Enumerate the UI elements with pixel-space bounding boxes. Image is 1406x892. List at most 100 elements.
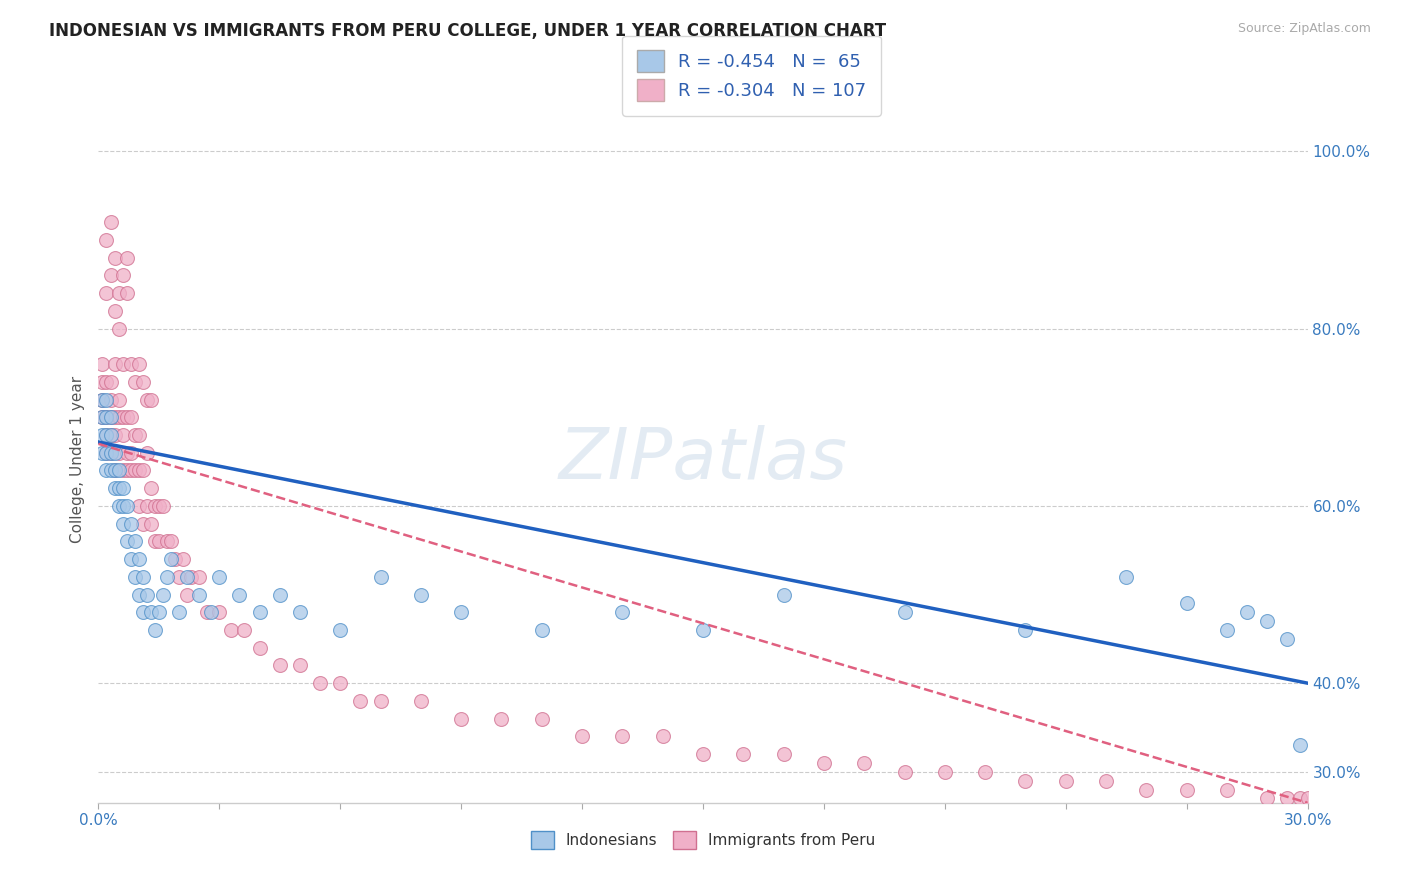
- Point: [96, 410, 118, 425]
- Point: [115, 410, 138, 425]
- Point: [96, 286, 118, 301]
- Point: [124, 570, 146, 584]
- Point: [100, 446, 122, 460]
- Point: [107, 321, 129, 335]
- Point: [100, 446, 122, 460]
- Point: [692, 623, 714, 637]
- Point: [530, 623, 553, 637]
- Point: [128, 588, 150, 602]
- Point: [124, 463, 146, 477]
- Point: [115, 463, 138, 477]
- Point: [651, 729, 673, 743]
- Point: [135, 392, 157, 407]
- Point: [111, 428, 134, 442]
- Point: [120, 552, 142, 566]
- Point: [103, 446, 125, 460]
- Point: [143, 499, 166, 513]
- Point: [772, 747, 794, 761]
- Point: [128, 499, 150, 513]
- Point: [160, 534, 183, 549]
- Point: [103, 357, 125, 371]
- Point: [111, 410, 134, 425]
- Point: [143, 534, 166, 549]
- Point: [1054, 773, 1077, 788]
- Point: [124, 534, 146, 549]
- Point: [176, 570, 198, 584]
- Point: [612, 605, 634, 619]
- Legend: Indonesians, Immigrants from Peru: Indonesians, Immigrants from Peru: [523, 823, 883, 857]
- Point: [571, 729, 593, 743]
- Point: [103, 463, 125, 477]
- Text: Source: ZipAtlas.com: Source: ZipAtlas.com: [1237, 22, 1371, 36]
- Point: [135, 499, 157, 513]
- Point: [269, 588, 291, 602]
- Point: [1296, 791, 1319, 805]
- Point: [139, 481, 162, 495]
- Point: [128, 357, 150, 371]
- Point: [1175, 596, 1198, 610]
- Point: [1216, 782, 1239, 797]
- Point: [176, 588, 198, 602]
- Point: [139, 516, 162, 531]
- Point: [128, 428, 150, 442]
- Point: [107, 392, 129, 407]
- Point: [269, 658, 291, 673]
- Point: [91, 392, 114, 407]
- Point: [100, 215, 122, 229]
- Point: [100, 428, 122, 442]
- Point: [115, 446, 138, 460]
- Point: [1236, 605, 1258, 619]
- Point: [120, 463, 142, 477]
- Point: [91, 357, 114, 371]
- Point: [1014, 773, 1036, 788]
- Point: [132, 463, 155, 477]
- Point: [124, 375, 146, 389]
- Point: [96, 446, 118, 460]
- Point: [409, 588, 432, 602]
- Point: [100, 375, 122, 389]
- Point: [853, 756, 876, 770]
- Point: [148, 499, 170, 513]
- Point: [115, 286, 138, 301]
- Point: [152, 499, 174, 513]
- Point: [1014, 623, 1036, 637]
- Point: [370, 570, 392, 584]
- Point: [111, 481, 134, 495]
- Text: INDONESIAN VS IMMIGRANTS FROM PERU COLLEGE, UNDER 1 YEAR CORRELATION CHART: INDONESIAN VS IMMIGRANTS FROM PERU COLLE…: [49, 22, 886, 40]
- Point: [232, 623, 254, 637]
- Point: [143, 623, 166, 637]
- Point: [111, 463, 134, 477]
- Point: [1277, 632, 1299, 646]
- Point: [107, 481, 129, 495]
- Point: [450, 712, 472, 726]
- Point: [107, 286, 129, 301]
- Point: [163, 552, 186, 566]
- Point: [349, 694, 371, 708]
- Point: [132, 605, 155, 619]
- Point: [103, 481, 125, 495]
- Point: [1135, 782, 1157, 797]
- Point: [91, 410, 114, 425]
- Point: [1288, 738, 1310, 752]
- Point: [692, 747, 714, 761]
- Point: [96, 463, 118, 477]
- Point: [100, 410, 122, 425]
- Point: [1175, 782, 1198, 797]
- Point: [91, 428, 114, 442]
- Point: [111, 357, 134, 371]
- Point: [813, 756, 835, 770]
- Point: [107, 410, 129, 425]
- Point: [96, 233, 118, 247]
- Point: [329, 623, 352, 637]
- Point: [103, 428, 125, 442]
- Point: [91, 392, 114, 407]
- Point: [148, 534, 170, 549]
- Point: [100, 268, 122, 283]
- Point: [107, 446, 129, 460]
- Point: [111, 516, 134, 531]
- Point: [167, 605, 190, 619]
- Point: [91, 446, 114, 460]
- Point: [100, 428, 122, 442]
- Point: [124, 428, 146, 442]
- Point: [1277, 791, 1299, 805]
